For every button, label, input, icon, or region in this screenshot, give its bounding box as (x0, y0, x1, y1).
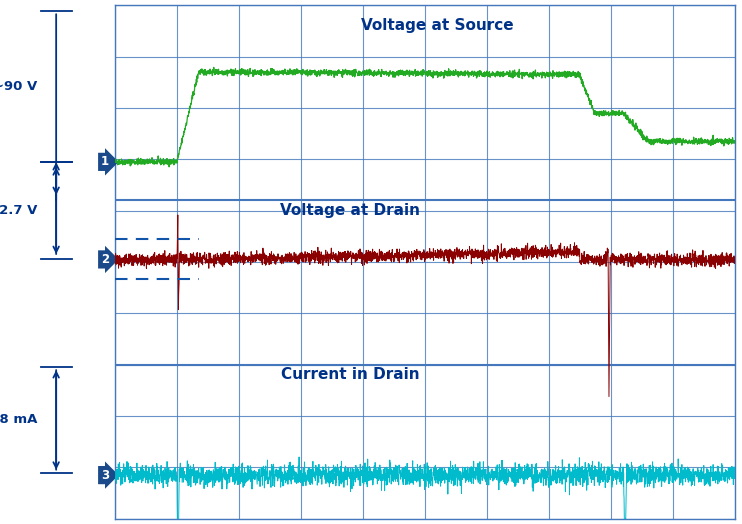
Text: 1: 1 (101, 155, 109, 168)
Text: Current in Drain: Current in Drain (281, 367, 420, 383)
Text: Voltage at Source: Voltage at Source (361, 18, 513, 33)
Text: 3: 3 (101, 468, 109, 482)
Text: 608 mA: 608 mA (0, 413, 38, 427)
Text: Voltage at Drain: Voltage at Drain (280, 203, 421, 218)
Text: ~90 V: ~90 V (0, 80, 38, 93)
Text: 2: 2 (101, 253, 109, 266)
Text: 22.7 V: 22.7 V (0, 204, 38, 217)
